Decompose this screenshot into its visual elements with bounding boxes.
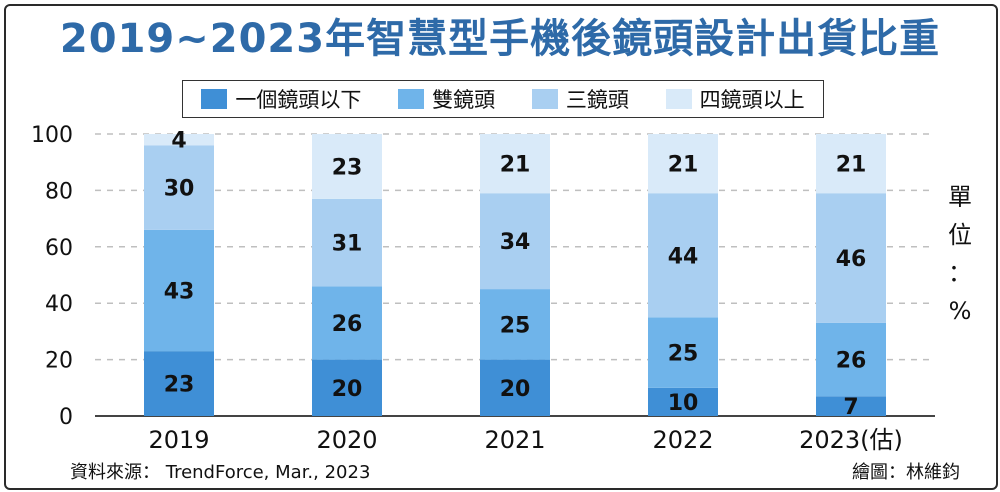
legend-swatch-quad-lens	[665, 89, 692, 109]
bar-value-label: 21	[500, 153, 531, 178]
bar-value-label: 21	[668, 153, 699, 178]
bar-segment	[480, 359, 550, 416]
bar-segment	[312, 359, 382, 416]
legend-item-triple-lens: 三鏡頭	[531, 84, 629, 114]
bar-value-label: 25	[668, 342, 699, 367]
bar-segment	[648, 387, 718, 416]
bar-segment	[312, 198, 382, 287]
bar-value-label: 30	[164, 177, 195, 202]
bar-value-label: 31	[332, 232, 363, 257]
bar-segment	[480, 193, 550, 290]
source-note: 資料來源： TrendForce, Mar., 2023	[70, 462, 371, 483]
legend: 一個鏡頭以下 雙鏡頭 三鏡頭 四鏡頭以上	[182, 80, 824, 118]
legend-item-quad-lens: 四鏡頭以上	[665, 84, 805, 114]
legend-swatch-single-lens	[201, 89, 228, 109]
y-tick-label: 100	[31, 123, 73, 148]
bar-segment	[816, 193, 886, 323]
y-tick-label: 60	[45, 236, 73, 261]
bar-value-label: 26	[836, 349, 867, 374]
legend-item-dual-lens: 雙鏡頭	[398, 84, 495, 114]
bar-segment	[144, 145, 214, 230]
bar-value-label: 46	[836, 247, 867, 272]
bar-segment	[816, 322, 886, 397]
bar-value-label: 23	[332, 155, 363, 180]
bar-value-label: 10	[668, 391, 699, 416]
bar-value-label: 25	[500, 313, 531, 338]
bar-value-label: 23	[164, 373, 195, 398]
bar-segment	[312, 286, 382, 360]
bar-segment	[816, 134, 886, 194]
legend-label-dual-lens: 雙鏡頭	[432, 88, 496, 112]
legend-swatch-triple-lens	[531, 89, 558, 109]
x-tick-label: 2020	[316, 426, 377, 454]
x-tick-label: 2019	[148, 426, 209, 454]
legend-item-single-lens: 一個鏡頭以下	[201, 84, 361, 114]
legend-label-quad-lens: 四鏡頭以上	[699, 88, 805, 112]
bar-value-label: 7	[843, 395, 858, 420]
bar-value-label: 21	[836, 153, 867, 178]
y-tick-label: 80	[45, 179, 73, 204]
legend-label-triple-lens: 三鏡頭	[565, 88, 629, 112]
bar-segment	[144, 229, 214, 352]
bar-value-label: 43	[164, 280, 195, 305]
chart-title: 2019~2023年智慧型手機後鏡頭設計出貨比重	[59, 16, 941, 62]
bar-segment	[144, 134, 214, 146]
bar-segment	[144, 351, 214, 416]
bar-segment	[480, 134, 550, 194]
bar-value-label: 20	[332, 377, 363, 402]
unit-label: 單位：%	[948, 183, 972, 325]
bar-value-label: 44	[668, 244, 699, 269]
x-tick-label: 2022	[652, 426, 713, 454]
bar-segment	[648, 193, 718, 318]
y-tick-label: 20	[45, 349, 73, 374]
bar-value-label: 34	[500, 230, 531, 255]
bar-segment	[480, 289, 550, 360]
bar-segment	[312, 134, 382, 199]
legend-label-single-lens: 一個鏡頭以下	[235, 88, 362, 112]
bar-value-label: 20	[500, 377, 531, 402]
x-tick-label: 2021	[484, 426, 545, 454]
x-tick-label: 2023(估)	[799, 426, 903, 454]
bar-segment	[648, 134, 718, 194]
legend-swatch-dual-lens	[398, 89, 425, 109]
credit-note: 繪圖：林維鈞	[852, 462, 960, 483]
bar-value-label: 26	[332, 312, 363, 337]
bar-segment	[648, 317, 718, 388]
bar-segment	[816, 396, 886, 416]
y-tick-label: 0	[59, 405, 73, 430]
y-tick-label: 40	[45, 292, 73, 317]
bar-value-label: 4	[171, 129, 186, 154]
